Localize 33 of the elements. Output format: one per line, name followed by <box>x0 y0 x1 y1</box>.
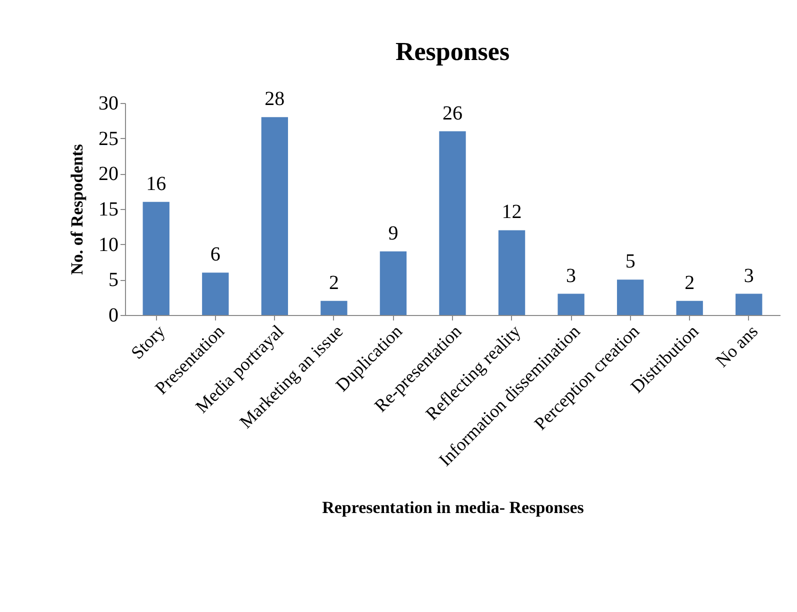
data-label: 5 <box>625 250 636 273</box>
data-label: 9 <box>388 222 398 244</box>
data-label: 6 <box>210 244 220 266</box>
bar <box>498 230 526 315</box>
y-tick-label: 30 <box>98 92 118 114</box>
data-label: 12 <box>502 201 522 224</box>
data-label: 2 <box>684 272 695 294</box>
data-label: 2 <box>328 272 339 294</box>
y-tick-label: 5 <box>108 269 118 292</box>
y-tick-label: 20 <box>98 163 118 186</box>
y-tick-label: 25 <box>98 128 118 150</box>
bar <box>616 280 644 315</box>
bar <box>202 272 229 315</box>
bar <box>142 202 170 315</box>
data-label: 26 <box>442 102 462 124</box>
data-label: 3 <box>744 264 754 287</box>
chart-title: Responses <box>395 37 510 66</box>
data-label: 28 <box>264 88 285 110</box>
bar <box>320 300 348 315</box>
x-axis-title: Representation in media- Responses <box>322 498 584 517</box>
bar <box>261 117 288 315</box>
y-axis-title: No. of Respodents <box>68 144 86 275</box>
y-tick-label: 10 <box>98 234 118 256</box>
bar <box>380 251 407 315</box>
bar <box>676 300 703 315</box>
bar <box>558 294 584 315</box>
y-tick-label: 15 <box>98 198 118 220</box>
bar <box>439 131 466 315</box>
bar <box>736 294 762 315</box>
x-tick-label: No ans <box>712 321 762 371</box>
data-label: 16 <box>146 172 166 195</box>
data-label: 3 <box>566 264 576 287</box>
y-tick-label: 0 <box>108 304 118 326</box>
